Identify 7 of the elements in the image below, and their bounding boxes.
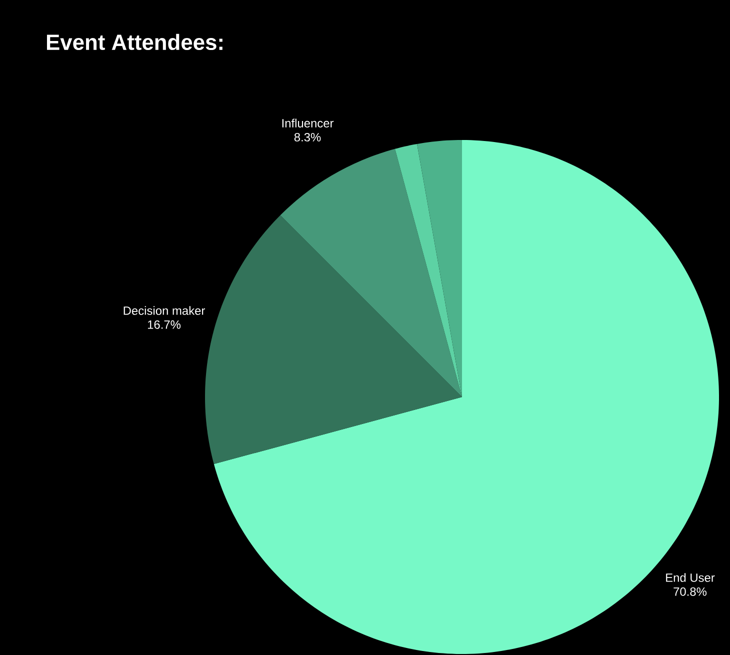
slice-label: Decision maker (124, 306, 205, 315)
data-label: 8.3% (294, 132, 321, 142)
chart-title: Event Attendees: (46, 34, 222, 50)
slice-label: Influencer (282, 118, 334, 128)
data-label: 70.8% (674, 587, 707, 596)
slice-label: End User (666, 573, 715, 582)
data-label: 16.7% (148, 320, 181, 329)
